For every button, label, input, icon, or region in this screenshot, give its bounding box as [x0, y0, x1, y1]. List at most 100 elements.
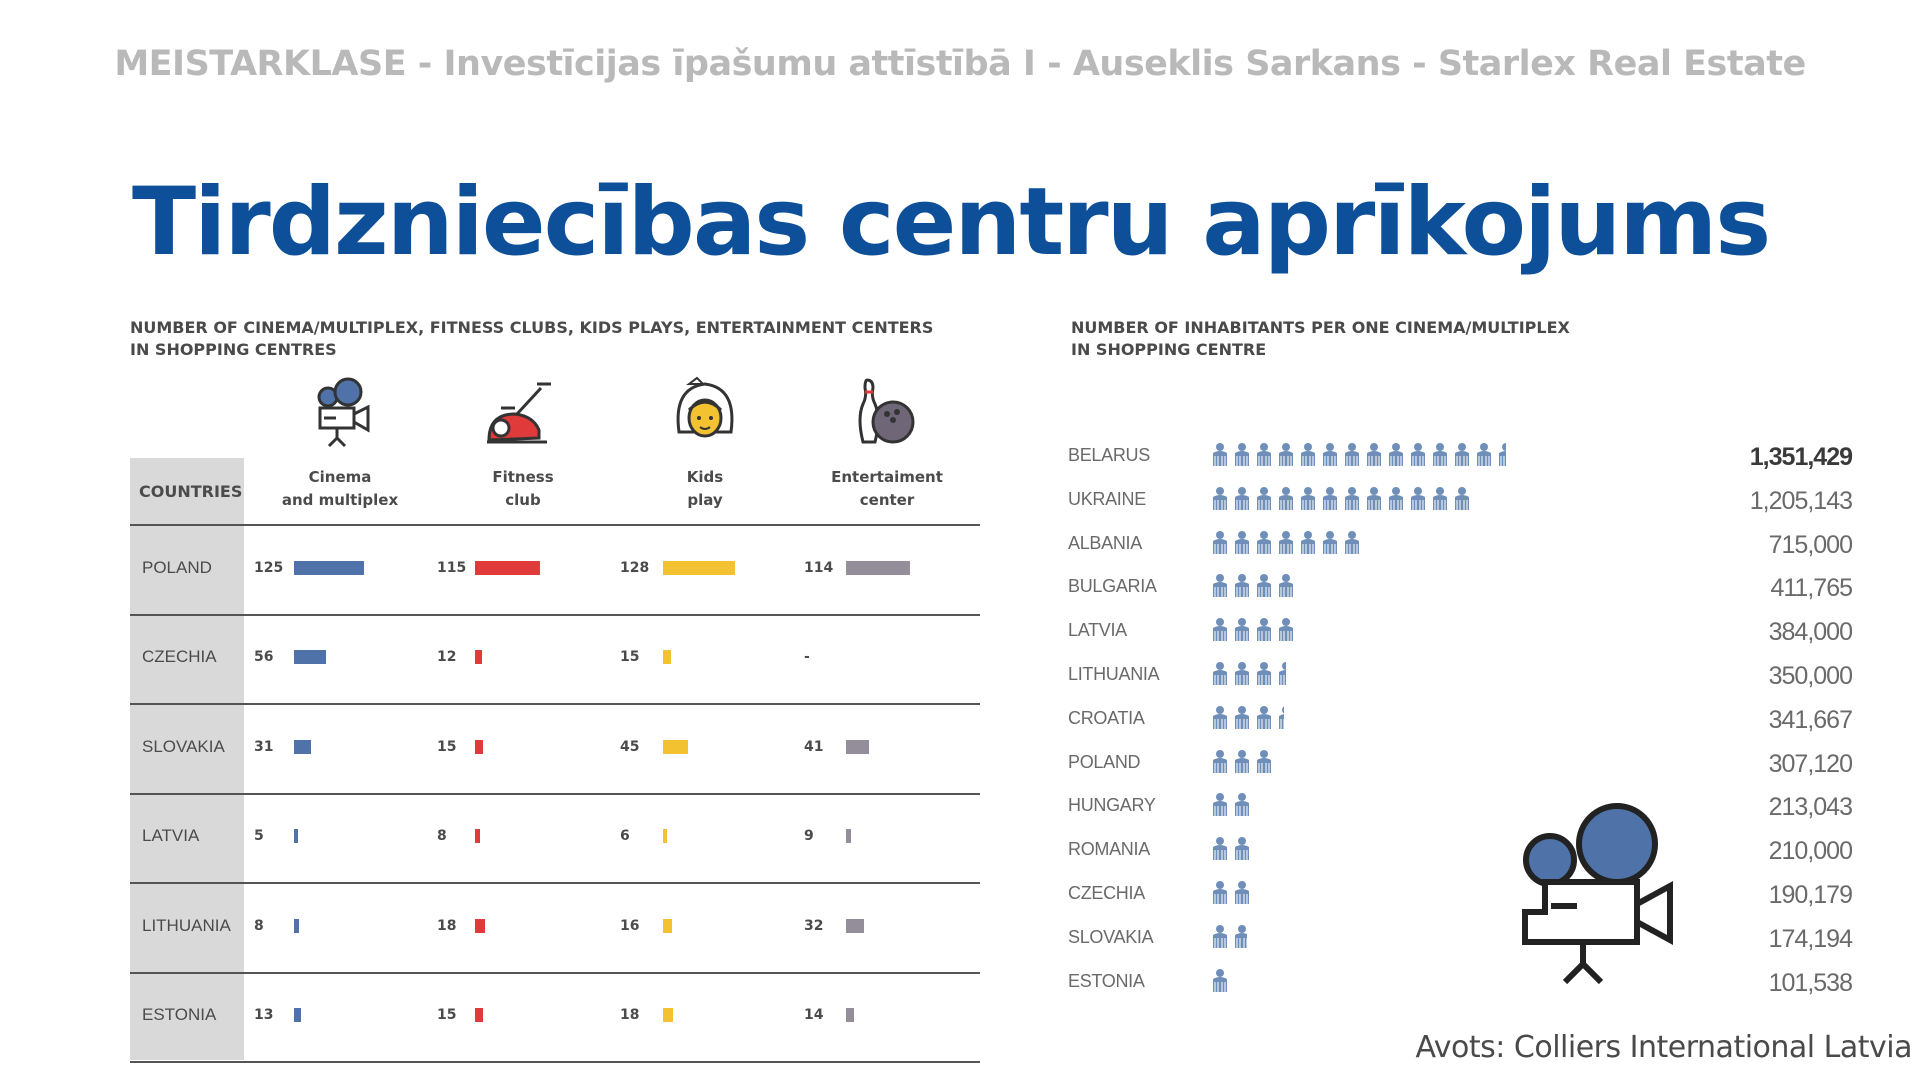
- table-cell-bar-entertainment: [846, 829, 852, 844]
- table-cell-bar-kids: [663, 739, 689, 754]
- person-icon: [1231, 792, 1253, 821]
- table-cell-bar-cinema: [294, 739, 312, 754]
- inhabitants-value: 1,205,143: [1749, 486, 1853, 515]
- table-cell-value: 15: [437, 738, 457, 755]
- table-row-divider: [130, 703, 980, 705]
- table-cell-value: 13: [254, 1007, 274, 1024]
- person-icon-partial: [1275, 661, 1286, 690]
- inhabitants-row: POLAND 307,120: [1068, 747, 1868, 778]
- inhabitants-caption-line: IN SHOPPING CENTRE: [1071, 340, 1267, 359]
- table-cell-value: 114: [804, 559, 834, 576]
- person-icon: [1275, 442, 1297, 471]
- inhabitants-row: ROMANIA 210,000: [1068, 834, 1868, 865]
- inhabitants-row: LATVIA 384,000: [1068, 615, 1868, 646]
- table-cell-value: 31: [254, 738, 274, 755]
- person-icon: [1297, 530, 1319, 559]
- person-icon: [1209, 968, 1231, 997]
- table-row-country: SLOVAKIA: [142, 736, 225, 756]
- person-icon: [1209, 836, 1231, 865]
- column-label-fitness: Fitness club: [448, 466, 598, 512]
- table-cell-value: 15: [620, 649, 640, 666]
- column-label-kids: Kids play: [630, 466, 780, 512]
- table-cell-value: 32: [804, 917, 824, 934]
- person-icon: [1363, 442, 1385, 471]
- person-icon-partial: [1275, 617, 1293, 646]
- person-icon: [1231, 442, 1253, 471]
- person-icon: [1209, 617, 1231, 646]
- table-header-divider: [130, 524, 980, 526]
- person-icon-partial: [1231, 880, 1251, 909]
- inhabitants-row: CZECHIA 190,179: [1068, 878, 1868, 909]
- person-icon: [1209, 486, 1231, 515]
- inhabitants-country: UKRAINE: [1068, 488, 1146, 509]
- table-cell-bar-kids: [663, 918, 672, 933]
- column-label-line: center: [859, 491, 915, 509]
- person-icon: [1231, 486, 1253, 515]
- column-label-line: club: [505, 491, 541, 509]
- inhabitants-chart: BELARUS 1,351,429 UKRAINE 1,205,143 ALBANIA 7…: [1068, 440, 1868, 1000]
- inhabitants-value: 1,351,429: [1749, 443, 1853, 471]
- column-label-line: Cinema: [308, 468, 372, 486]
- table-caption: NUMBER OF CINEMA/MULTIPLEX, FITNESS CLUB…: [130, 317, 933, 361]
- person-icon: [1209, 749, 1231, 778]
- table-cell-bar-fitness: [475, 650, 482, 665]
- table-cell-value: 115: [437, 559, 467, 576]
- person-icon: [1209, 530, 1231, 559]
- person-icon: [1451, 442, 1473, 471]
- inhabitants-row: ESTONIA 101,538: [1068, 966, 1868, 997]
- person-icon: [1297, 486, 1319, 515]
- person-icon: [1253, 749, 1275, 778]
- person-icon-partial: [1363, 530, 1366, 559]
- table-cell-value: 12: [437, 649, 457, 666]
- inhabitants-country: HUNGARY: [1068, 795, 1156, 816]
- person-icon: [1385, 486, 1407, 515]
- inhabitants-country: LITHUANIA: [1068, 664, 1160, 684]
- person-icon: [1407, 442, 1429, 471]
- inhabitants-country: CROATIA: [1068, 707, 1145, 728]
- person-icon: [1253, 530, 1275, 559]
- person-icon: [1385, 442, 1407, 471]
- person-icon: [1231, 705, 1253, 734]
- column-label-line: Entertaiment: [831, 468, 943, 486]
- inhabitants-value: 213,043: [1768, 793, 1853, 822]
- person-icon: [1253, 573, 1275, 602]
- person-icon: [1231, 573, 1253, 602]
- table-row-divider: [130, 792, 980, 795]
- table-cell-value: 125: [254, 559, 284, 576]
- inhabitants-country: BULGARIA: [1068, 576, 1157, 597]
- person-icon: [1231, 836, 1253, 865]
- table-row-divider: [130, 882, 980, 884]
- person-icon: [1209, 924, 1231, 953]
- column-label-line: Fitness: [492, 468, 554, 486]
- inhabitants-value: 190,179: [1768, 881, 1853, 909]
- inhabitants-country: POLAND: [1068, 751, 1141, 772]
- person-icon: [1231, 530, 1253, 559]
- person-icon: [1319, 442, 1341, 471]
- person-icon: [1253, 661, 1275, 690]
- column-label-line: play: [687, 491, 723, 509]
- table-cell-value: 56: [254, 649, 274, 666]
- person-icon: [1473, 442, 1495, 471]
- table-cell-bar-entertainment: [846, 1008, 854, 1023]
- table-row-country: ESTONIA: [142, 1005, 217, 1025]
- table-cell-bar-kids: [663, 1008, 674, 1023]
- person-icon: [1253, 617, 1275, 646]
- person-icon: [1253, 486, 1275, 515]
- table-cell-value: 41: [804, 738, 824, 755]
- inhabitants-country: ROMANIA: [1068, 839, 1150, 860]
- inhabitants-value: 411,765: [1770, 574, 1853, 603]
- column-label-entertainment: Entertaiment center: [812, 466, 962, 512]
- person-icon-partial: [1473, 486, 1474, 515]
- person-icon-partial: [1253, 792, 1256, 821]
- table-cell-bar-cinema: [294, 829, 298, 844]
- person-icon: [1319, 530, 1341, 559]
- person-icon: [1429, 442, 1451, 471]
- person-icon: [1407, 486, 1429, 515]
- table-caption-line: IN SHOPPING CENTRES: [130, 340, 337, 359]
- table-cell-bar-entertainment: [846, 739, 870, 754]
- table-cell-bar-entertainment: [846, 918, 864, 933]
- column-label-line: and multiplex: [281, 491, 399, 509]
- table-cell-bar-entertainment: [846, 560, 911, 575]
- person-icon: [1429, 486, 1451, 515]
- table-cell-value: 8: [437, 828, 447, 845]
